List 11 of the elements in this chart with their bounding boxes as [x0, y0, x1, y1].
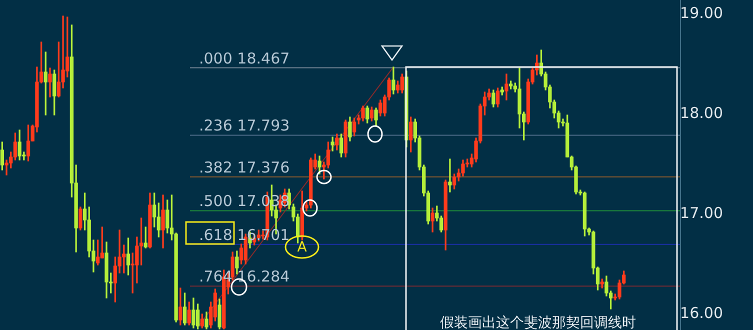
- annotation: 假装画出这个斐波那契回调线时: [440, 315, 636, 330]
- candlestick: [330, 136, 334, 152]
- annotation: A: [297, 240, 308, 256]
- ref-line-label: .382 17.376: [199, 158, 290, 176]
- ref-line-label: .000 18.467: [199, 49, 290, 68]
- y-tick-label: 18.00: [680, 104, 723, 122]
- y-tick-label: 16.00: [680, 304, 723, 322]
- y-tick-label: 19.00: [680, 4, 723, 22]
- candlestick: [448, 158, 452, 192]
- ref-line-label: .236 17.793: [199, 116, 290, 135]
- y-tick-label: 17.00: [680, 204, 723, 222]
